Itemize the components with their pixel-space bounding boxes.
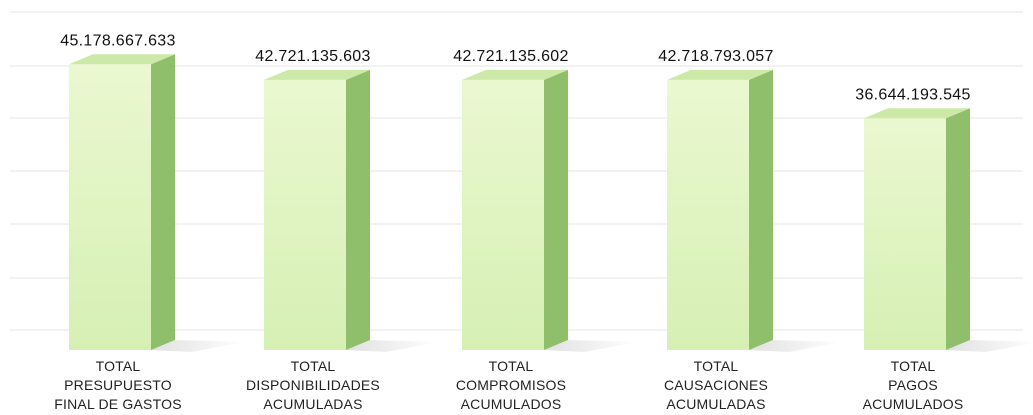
bar-top <box>864 108 970 119</box>
category-label: ACUMULADAS <box>263 396 362 412</box>
category-label: TOTAL <box>291 358 336 374</box>
category-label: COMPROMISOS <box>456 377 566 393</box>
bar <box>264 69 440 352</box>
labels: 45.178.667.633 TOTAL PRESUPUESTO FINAL DE G… <box>54 32 970 412</box>
bar-shadow <box>151 340 245 352</box>
data-label: 45.178.667.633 <box>60 32 175 49</box>
category-label: FINAL DE GASTOS <box>54 396 181 412</box>
category-label: TOTAL <box>96 358 141 374</box>
bar-front <box>864 118 946 351</box>
bar-side <box>346 69 370 350</box>
category-label: ACUMULADAS <box>666 396 765 412</box>
bar-top <box>264 69 370 80</box>
category-label: CAUSACIONES <box>664 377 768 393</box>
bar-side <box>946 108 970 351</box>
data-label: 42.718.793.057 <box>658 48 773 65</box>
bar-shadow <box>346 340 440 352</box>
bar <box>69 54 245 352</box>
bar-shadow <box>946 340 1033 352</box>
category-label: ACUMULADOS <box>863 396 964 412</box>
bar-side <box>544 69 568 350</box>
bar-front <box>264 79 346 350</box>
bars <box>69 54 1033 352</box>
bar-front <box>667 79 749 351</box>
category-label: TOTAL <box>891 358 936 374</box>
category-label: ACUMULADOS <box>461 396 562 412</box>
bar <box>667 69 843 352</box>
data-label: 42.721.135.602 <box>453 48 568 65</box>
data-label: 42.721.135.603 <box>255 48 370 65</box>
category-label: PAGOS <box>888 377 938 393</box>
bar-top <box>69 54 175 65</box>
bar-shadow <box>544 340 638 352</box>
category-label: TOTAL <box>489 358 534 374</box>
data-label: 36.644.193.545 <box>855 86 970 103</box>
bar-front <box>462 79 544 350</box>
bar-top <box>667 69 773 80</box>
bar-side <box>151 54 175 351</box>
bar-top <box>462 69 568 80</box>
bar <box>864 108 1033 352</box>
category-label: DISPONIBILIDADES <box>246 377 380 393</box>
bar-side <box>749 69 773 351</box>
category-label: TOTAL <box>694 358 739 374</box>
bar-front <box>69 64 151 351</box>
category-label: PRESUPUESTO <box>64 377 172 393</box>
bar <box>462 69 638 352</box>
bar-shadow <box>749 340 843 352</box>
